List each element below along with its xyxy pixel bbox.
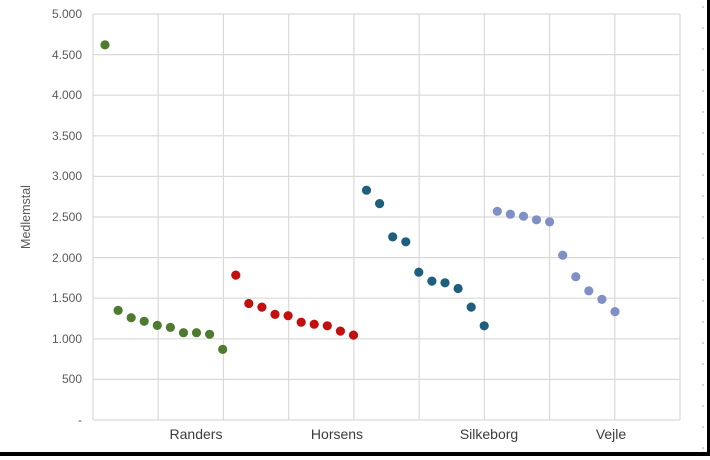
data-point-randers-7 — [178, 328, 189, 338]
bottom-border-line — [0, 452, 710, 456]
y-tick-label: 1.000 — [51, 331, 82, 346]
data-point-vejle-5 — [545, 217, 555, 227]
data-point-randers-1 — [100, 40, 110, 50]
data-point-randers-3 — [126, 313, 136, 323]
y-tick-label: 4.500 — [51, 47, 82, 62]
data-point-randers-4 — [139, 316, 149, 326]
data-point-silkeborg-10 — [479, 321, 489, 331]
data-point-horsens-3 — [257, 302, 267, 312]
data-point-vejle-7 — [571, 272, 581, 282]
y-tick-label: 3.500 — [51, 128, 82, 143]
data-point-silkeborg-2 — [375, 199, 385, 209]
data-point-silkeborg-7 — [440, 278, 450, 288]
data-point-horsens-7 — [309, 319, 319, 329]
x-category-label-horsens: Horsens — [310, 426, 364, 442]
data-point-vejle-8 — [584, 286, 594, 296]
data-point-silkeborg-9 — [466, 302, 476, 312]
y-tick-label: 5.000 — [51, 7, 82, 21]
data-point-silkeborg-5 — [414, 267, 424, 277]
data-point-horsens-9 — [335, 326, 345, 336]
data-point-randers-6 — [165, 322, 175, 332]
y-tick-label: 3.000 — [51, 169, 82, 184]
data-point-randers-5 — [152, 320, 162, 330]
data-point-silkeborg-6 — [427, 276, 437, 286]
y-tick-label: 4.000 — [51, 88, 82, 103]
data-point-vejle-2 — [505, 209, 515, 219]
data-point-horsens-5 — [283, 311, 293, 321]
data-point-vejle-6 — [558, 250, 568, 260]
data-point-vejle-4 — [531, 215, 542, 225]
data-point-horsens-10 — [348, 330, 359, 340]
data-point-horsens-2 — [244, 298, 254, 309]
y-tick-label: 500 — [61, 372, 82, 387]
data-point-vejle-3 — [518, 211, 529, 221]
data-point-randers-9 — [205, 329, 215, 339]
data-point-horsens-8 — [322, 321, 332, 331]
dotted-guide-line — [702, 6, 704, 450]
right-border-line — [707, 0, 710, 456]
data-point-silkeborg-3 — [388, 232, 398, 242]
y-tick-label: 2.000 — [51, 250, 82, 265]
data-point-horsens-6 — [296, 317, 306, 327]
data-point-silkeborg-1 — [361, 185, 372, 195]
y-tick-label: 1.500 — [51, 291, 82, 306]
data-point-randers-2 — [113, 305, 123, 315]
data-point-vejle-9 — [597, 294, 607, 304]
data-point-randers-10 — [218, 344, 228, 354]
y-tick-label: 2.500 — [51, 210, 82, 224]
data-point-vejle-1 — [492, 206, 502, 216]
x-category-label-randers: Randers — [169, 426, 223, 442]
data-point-silkeborg-8 — [453, 283, 463, 294]
data-point-silkeborg-4 — [401, 237, 411, 247]
data-point-vejle-10 — [610, 307, 620, 317]
x-category-label-silkeborg: Silkeborg — [459, 426, 519, 442]
data-point-randers-8 — [191, 328, 202, 338]
x-category-label-vejle: Vejle — [595, 426, 627, 442]
y-tick-label: - — [78, 413, 82, 427]
data-point-horsens-4 — [270, 309, 280, 319]
data-point-horsens-1 — [231, 270, 241, 280]
